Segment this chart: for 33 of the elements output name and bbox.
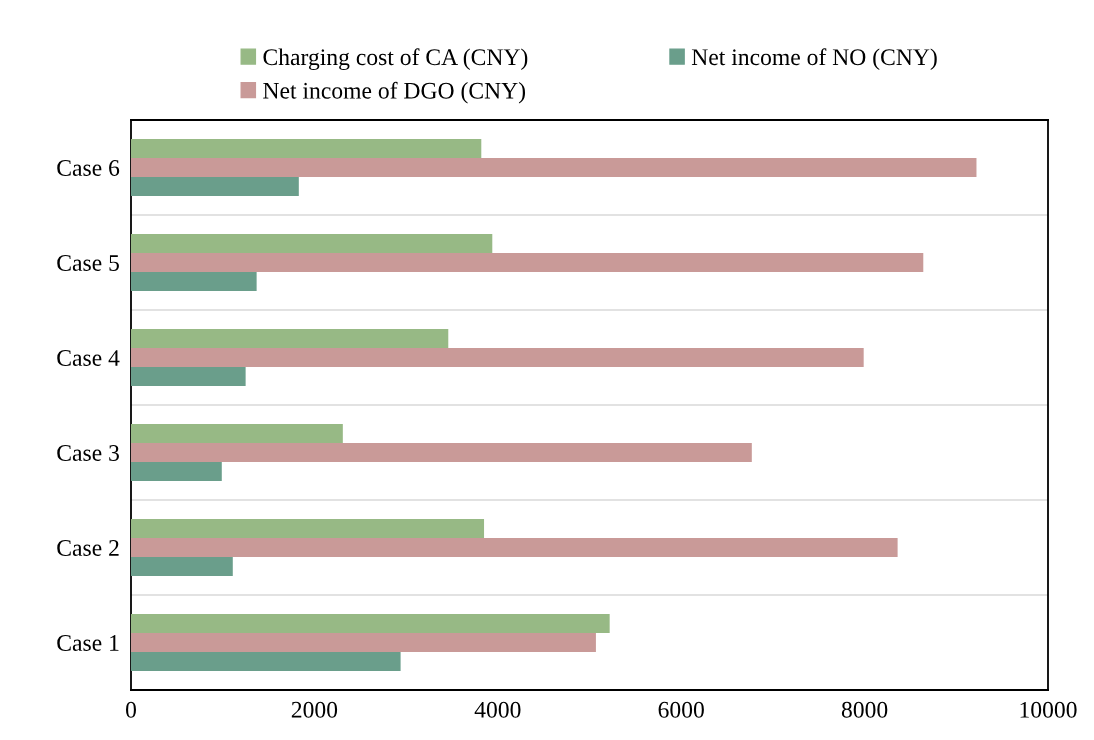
y-tick-label: Case 5	[57, 255, 119, 271]
legend-label: Net income of DGO (CNY)	[263, 81, 526, 104]
x-tick-label: 2000	[291, 701, 338, 718]
bar	[131, 652, 401, 671]
y-tick-label: Case 6	[57, 160, 120, 176]
bar	[131, 177, 299, 196]
y-tick-label: Case 1	[57, 635, 119, 651]
bar	[131, 519, 485, 538]
bar	[131, 329, 449, 348]
bar	[131, 443, 752, 462]
bar	[131, 234, 493, 253]
bar	[131, 462, 222, 481]
bar	[131, 633, 596, 652]
bar	[131, 139, 482, 158]
y-tick-label: Case 4	[57, 350, 120, 366]
bar	[131, 348, 864, 367]
bar	[131, 557, 233, 576]
x-tick-label: 8000	[841, 701, 888, 718]
bar	[131, 158, 977, 177]
bar	[131, 367, 246, 386]
bar	[131, 424, 343, 443]
y-tick-label: Case 3	[57, 445, 119, 461]
x-tick-label: 6000	[658, 701, 704, 718]
y-tick-label: Case 2	[57, 540, 119, 556]
x-tick-label: 0	[126, 701, 136, 718]
legend-label: Charging cost of CA (CNY)	[263, 48, 528, 71]
bar	[131, 614, 610, 633]
legend-label: Net income of NO (CNY)	[691, 48, 937, 70]
bar	[131, 272, 257, 291]
x-tick-label: 4000	[474, 701, 521, 718]
x-tick-label: 10000	[1020, 701, 1077, 718]
bar	[131, 538, 898, 557]
bar	[131, 253, 924, 272]
